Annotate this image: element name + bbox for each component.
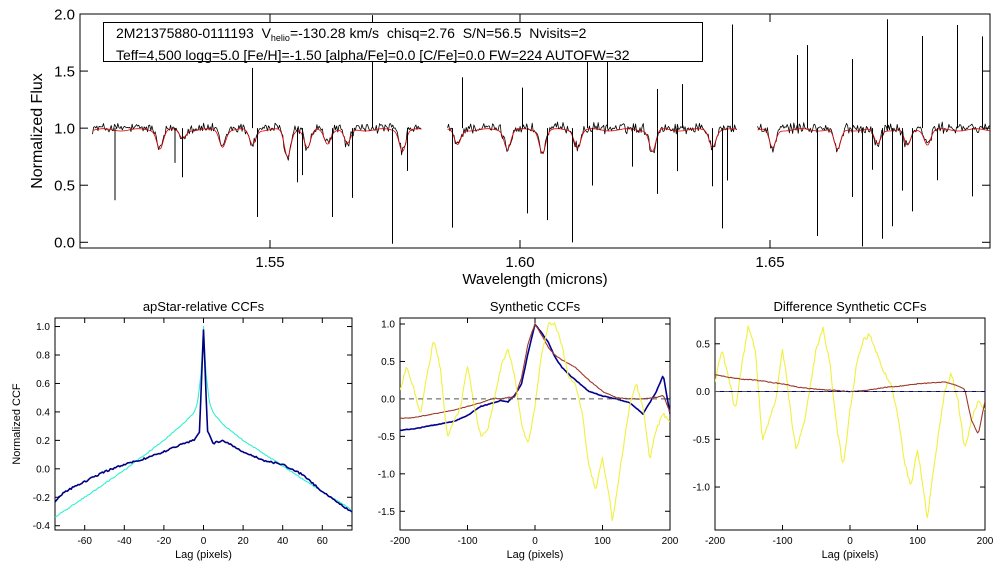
y-tick-label: 1.0 bbox=[54, 120, 75, 137]
x-tick-label: -40 bbox=[117, 536, 132, 547]
blue-ccf-series bbox=[400, 323, 670, 432]
panel-title: Synthetic CCFs bbox=[490, 299, 581, 314]
vhelio-value: =-130.28 km/s bbox=[289, 25, 380, 41]
y-tick-label: -1.0 bbox=[378, 469, 396, 480]
x-tick-label: 40 bbox=[277, 536, 289, 547]
x-tick-label: 1.60 bbox=[505, 254, 534, 271]
y-tick-label: 0.0 bbox=[36, 464, 50, 475]
y-tick-label: -0.2 bbox=[33, 493, 51, 504]
x-tick-label: 100 bbox=[594, 536, 611, 547]
y-tick-label: 0.8 bbox=[36, 350, 50, 361]
chisq-value: chisq=2.76 bbox=[386, 25, 455, 41]
x-tick-label: 20 bbox=[238, 536, 250, 547]
x-tick-label: 0 bbox=[532, 536, 538, 547]
y-tick-label: 0.0 bbox=[696, 387, 710, 398]
y-tick-label: -0.5 bbox=[378, 432, 396, 443]
x-tick-label: 200 bbox=[662, 536, 679, 547]
x-tick-label: 200 bbox=[977, 536, 994, 547]
nvisits-value: Nvisits=2 bbox=[529, 25, 587, 41]
cyan-ccf-series bbox=[55, 326, 352, 518]
x-tick-label: -200 bbox=[705, 536, 725, 547]
y-tick-label: 1.0 bbox=[381, 319, 395, 330]
yellow-ccf-series bbox=[400, 321, 670, 522]
x-tick-label: -60 bbox=[77, 536, 92, 547]
x-tick-label: 60 bbox=[317, 536, 329, 547]
x-tick-label: -100 bbox=[772, 536, 792, 547]
observed-spectrum-chip-3 bbox=[757, 121, 990, 153]
blue-ccf-series bbox=[55, 329, 352, 513]
x-tick-label: -200 bbox=[390, 536, 410, 547]
x-tick-label: 100 bbox=[909, 536, 926, 547]
info-line-1: 2M21375880-0111193 Vhelio=-130.28 km/s c… bbox=[116, 25, 702, 47]
y-tick-label: 0.5 bbox=[696, 339, 710, 350]
y-tick-label: 1.5 bbox=[54, 63, 75, 80]
y-tick-label: -0.5 bbox=[693, 435, 711, 446]
model-spectrum-chip-3 bbox=[757, 128, 990, 150]
plot-frame bbox=[714, 317, 986, 531]
x-axis-title: Lag (pixels) bbox=[822, 549, 879, 561]
info-line-2: Teff=4,500 logg=5.0 [Fe/H]=-1.50 [alpha/… bbox=[116, 47, 630, 63]
y-tick-label: 2.0 bbox=[54, 6, 75, 23]
x-axis-title: Wavelength (microns) bbox=[462, 271, 607, 288]
x-axis-title: Lag (pixels) bbox=[507, 549, 564, 561]
apstar-ccf-plot: -60 -40 -20 0 20 40 60 -0.4 -0.2 0.0 0.2 0.4 0.6 0.8 1… bbox=[11, 299, 353, 561]
difference-ccf-plot: -200 -100 0 100 200 -1.0 -0.5 0.0 0.5 Difference … bbox=[693, 299, 994, 561]
synthetic-ccf-plot: -200 -100 0 100 200 -1.5 -1.0 -0.5 0.0 0.5 1.0 Synt… bbox=[378, 299, 679, 561]
y-axis-title: Normalized CCF bbox=[11, 383, 23, 465]
brown-ccf-series bbox=[715, 373, 985, 434]
y-tick-label: 0.0 bbox=[54, 235, 75, 252]
y-tick-label: 0.4 bbox=[36, 407, 50, 418]
observed-spectrum-chip-1 bbox=[92, 122, 422, 161]
y-tick-label: 0.6 bbox=[36, 379, 50, 390]
y-tick-label: 0.5 bbox=[54, 177, 75, 194]
yellow-ccf-series bbox=[715, 325, 985, 519]
snr-value: S/N=56.5 bbox=[462, 25, 522, 41]
x-tick-label: -100 bbox=[457, 536, 477, 547]
y-tick-label: 0.0 bbox=[381, 394, 395, 405]
spectrum-info-box: 2M21375880-0111193 Vhelio=-130.28 km/s c… bbox=[103, 22, 703, 63]
vhelio-subscript: helio bbox=[270, 33, 290, 43]
y-tick-label: -1.0 bbox=[693, 483, 711, 494]
x-tick-label: -20 bbox=[157, 536, 172, 547]
x-tick-label: 0 bbox=[847, 536, 853, 547]
panel-title: apStar-relative CCFs bbox=[143, 299, 265, 314]
x-axis-title: Lag (pixels) bbox=[175, 549, 232, 561]
y-tick-label: 0.2 bbox=[36, 436, 50, 447]
x-tick-label: 1.55 bbox=[255, 254, 284, 271]
model-spectrum-chip-1 bbox=[92, 128, 422, 157]
x-tick-label: 0 bbox=[201, 536, 207, 547]
spectrum-plot: 1.55 1.60 1.65 0.0 0.5 1.0 1.5 2.0 Wavelength (m… bbox=[29, 6, 991, 288]
y-tick-label: -0.4 bbox=[33, 521, 51, 532]
x-tick-label: 1.65 bbox=[755, 254, 784, 271]
vhelio-label: V bbox=[261, 25, 271, 41]
y-tick-label: -1.5 bbox=[378, 507, 396, 518]
star-id: 2M21375880-0111193 bbox=[116, 25, 254, 41]
y-axis-title: Normalized Flux bbox=[29, 73, 46, 189]
y-tick-label: 1.0 bbox=[36, 322, 50, 333]
panel-title: Difference Synthetic CCFs bbox=[774, 299, 927, 314]
y-tick-label: 0.5 bbox=[381, 357, 395, 368]
